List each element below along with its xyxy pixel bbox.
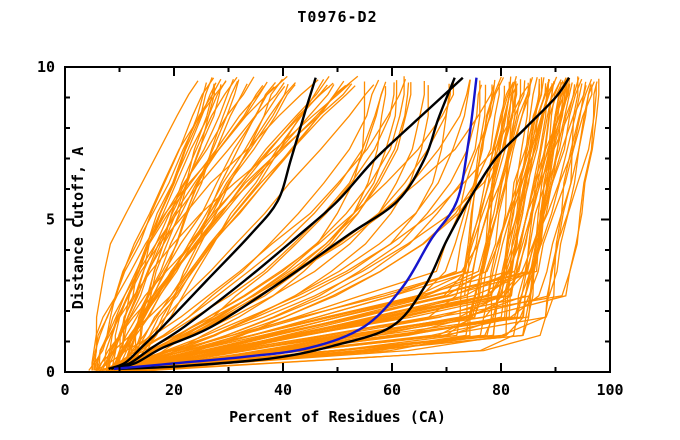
x-tick-label: 20 <box>165 381 183 399</box>
ensemble-curve <box>119 84 487 372</box>
ensemble-curve <box>137 83 215 371</box>
x-tick-label: 0 <box>60 381 69 399</box>
y-tick-label: 10 <box>37 58 55 76</box>
ensemble-curve <box>115 81 268 371</box>
y-tick-label: 5 <box>46 211 55 229</box>
ensemble-curves <box>88 75 600 372</box>
ensemble-curve <box>111 76 330 371</box>
ensemble-curve <box>108 82 285 371</box>
ensemble-curve <box>91 81 227 371</box>
curve-blue-model <box>113 77 478 371</box>
tick-labels: 0 20 40 60 80 100 0 5 10 <box>37 58 624 399</box>
curve-black-model-3 <box>113 77 456 371</box>
curve-black-model-2 <box>110 76 464 371</box>
ensemble-curve <box>111 85 506 372</box>
ensemble-curve <box>133 82 564 372</box>
y-tick-label: 0 <box>46 363 55 381</box>
ensemble-curve <box>138 82 395 371</box>
plot-frame <box>64 66 611 373</box>
ensemble-curve <box>121 84 483 372</box>
ensemble-curve <box>115 78 284 371</box>
ensemble-curve <box>117 80 239 371</box>
x-tick-label: 40 <box>274 381 292 399</box>
ensemble-curve <box>88 86 265 371</box>
ensemble-curve <box>151 77 567 372</box>
curve-black-model-1 <box>108 77 317 371</box>
curve-black-model-4 <box>119 77 571 371</box>
ensemble-curve <box>141 84 597 372</box>
ensemble-curve <box>116 77 534 372</box>
ensemble-curve <box>141 77 571 372</box>
ensemble-curve <box>114 85 429 372</box>
ensemble-curve <box>120 83 513 372</box>
x-tick-label: 60 <box>383 381 401 399</box>
ensemble-curve <box>111 80 481 372</box>
ensemble-curve <box>137 86 275 371</box>
chart-title: T0976-D2 <box>297 8 378 26</box>
x-tick-label: 80 <box>492 381 510 399</box>
x-tick-label: 100 <box>596 381 623 399</box>
x-axis-label: Percent of Residues (CA) <box>229 408 446 426</box>
ensemble-curve <box>101 84 222 371</box>
ensemble-curve <box>99 79 319 371</box>
main-model-curves <box>108 76 571 371</box>
ensemble-curve <box>132 82 529 372</box>
ensemble-curve <box>130 85 356 371</box>
y-axis-label: Distance Cutoff, A <box>69 146 87 310</box>
ensemble-curve <box>103 83 450 372</box>
ensemble-curve <box>126 83 592 372</box>
ensemble-curve <box>110 78 532 372</box>
ensemble-curve <box>106 85 264 371</box>
ensemble-curve <box>131 82 517 372</box>
ensemble-curve <box>109 79 471 372</box>
ensemble-curve <box>132 76 238 371</box>
ensemble-curve <box>112 85 593 372</box>
ensemble-curve <box>130 84 328 371</box>
ensemble-curve <box>111 82 208 371</box>
ensemble-curve <box>137 76 579 372</box>
ensemble-curve <box>108 80 227 371</box>
